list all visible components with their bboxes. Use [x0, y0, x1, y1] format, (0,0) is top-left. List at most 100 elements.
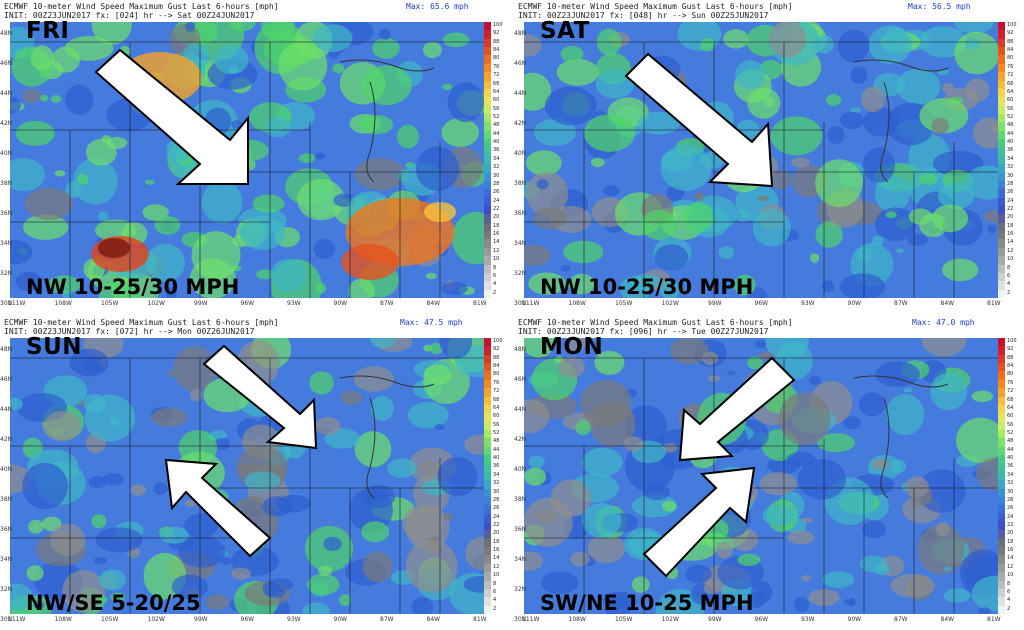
legend-level-label: 76 — [493, 379, 500, 386]
latitude-label: 48N — [0, 30, 13, 37]
legend-level-label: 88 — [1007, 354, 1014, 361]
latitude-label: 36N — [514, 526, 527, 533]
longitude-label: 105W — [101, 300, 119, 307]
legend-level-label: 32 — [1007, 480, 1014, 487]
wind-arrow-se-icon — [202, 344, 318, 450]
longitude-label: 105W — [615, 300, 633, 307]
longitude-label: 93W — [287, 616, 301, 623]
legend-level-label: 80 — [493, 371, 500, 378]
legend-swatch — [484, 421, 491, 431]
legend-swatch — [484, 139, 491, 148]
legend-swatch — [484, 197, 491, 207]
legend-swatch — [484, 354, 491, 364]
legend-swatch — [484, 605, 491, 615]
legend-swatch — [484, 88, 491, 98]
legend-swatch — [998, 363, 1005, 372]
legend-level-label: 100 — [1007, 22, 1017, 28]
longitude-label: 96W — [754, 300, 769, 307]
legend-swatch — [484, 122, 491, 132]
color-scale: 100 92 88 84 80 76 72 68 64 60 56 52 48 44 40 36 34 32 30 2… — [998, 22, 1020, 299]
longitude-label: 93W — [287, 300, 301, 307]
legend-swatch — [484, 496, 491, 506]
longitude-label: 84W — [426, 616, 441, 623]
longitude-label: 102W — [147, 616, 165, 623]
latitude-label: 38N — [514, 496, 527, 503]
legend-swatch — [998, 396, 1005, 406]
legend-level-label: 20 — [493, 530, 500, 537]
latitude-label: 42N — [514, 436, 527, 443]
legend-level-label: 6 — [493, 588, 497, 595]
map-graphic — [524, 338, 998, 614]
legend-level-label: 100 — [493, 338, 503, 344]
legend-swatch — [484, 63, 491, 73]
longitude-label: 90W — [333, 616, 348, 623]
longitude-label: 81W — [987, 616, 1001, 623]
legend-swatch — [998, 547, 1005, 556]
legend-swatch — [998, 513, 1005, 523]
legend-swatch — [484, 256, 491, 266]
latitude-label: 42N — [514, 120, 527, 127]
legend-swatch — [998, 256, 1005, 266]
legend-level-label: 8 — [493, 580, 497, 587]
day-label: SAT — [540, 18, 590, 44]
legend-swatch — [998, 180, 1005, 190]
longitude-label: 87W — [894, 300, 908, 307]
legend-level-label: 84 — [1007, 47, 1014, 54]
legend-swatch — [998, 496, 1005, 506]
legend-swatch — [484, 172, 491, 182]
legend-swatch — [998, 122, 1005, 132]
latitude-label: 32N — [514, 586, 527, 593]
day-label: FRI — [26, 18, 70, 44]
latitude-label: 30N — [514, 616, 527, 623]
legend-swatch — [998, 206, 1005, 215]
legend-swatch — [484, 72, 491, 82]
legend-level-label: 22 — [1007, 522, 1014, 528]
longitude-label: 90W — [333, 300, 348, 307]
legend-level-label: 64 — [493, 404, 500, 411]
legend-level-label: 24 — [1007, 513, 1014, 520]
longitude-label: 99W — [708, 300, 722, 307]
legend-level-label: 4 — [1007, 597, 1011, 604]
legend-swatch — [484, 446, 491, 456]
legend-level-label: 56 — [1007, 421, 1014, 428]
legend-level-label: 92 — [493, 346, 500, 353]
longitude-label: 90W — [847, 616, 862, 623]
legend-swatch — [998, 97, 1005, 107]
wind-gust-map — [524, 338, 998, 614]
legend-level-label: 12 — [1007, 563, 1014, 570]
wind-forecast-label: NW 10-25/30 MPH — [540, 275, 754, 299]
latitude-label: 42N — [0, 436, 13, 443]
longitude-label: 99W — [708, 616, 722, 623]
legend-level-label: 18 — [493, 222, 500, 229]
legend-swatch — [998, 338, 1005, 347]
legend-level-label: 64 — [1007, 88, 1014, 95]
legend-swatch — [998, 105, 1005, 115]
legend-level-label: 36 — [493, 463, 500, 470]
legend-swatch — [484, 379, 491, 389]
legend-level-label: 56 — [493, 421, 500, 428]
legend-swatch — [998, 197, 1005, 207]
legend-level-label: 24 — [493, 513, 500, 520]
legend-swatch — [484, 130, 491, 140]
header-init: INIT: 00Z23JUN2017 fx: [024] hr --> Sat … — [4, 11, 255, 20]
legend-level-label: 68 — [493, 396, 500, 403]
longitude-label: 96W — [240, 300, 255, 307]
legend-swatch — [998, 189, 1005, 199]
legend-level-label: 52 — [493, 114, 500, 120]
legend-swatch — [998, 38, 1005, 48]
legend-level-label: 92 — [493, 30, 500, 37]
latitude-label: 34N — [514, 556, 527, 563]
forecast-panel-sat: ECMWF 10-meter Wind Speed Maximum Gust L… — [514, 0, 1024, 313]
legend-swatch — [484, 222, 491, 232]
legend-swatch — [998, 264, 1005, 274]
legend-swatch — [998, 522, 1005, 531]
latitude-label: 48N — [0, 346, 13, 353]
legend-swatch — [998, 231, 1005, 240]
legend-level-label: 80 — [1007, 371, 1014, 378]
legend-swatch — [484, 547, 491, 556]
legend-swatch — [484, 404, 491, 414]
legend-level-label: 10 — [1007, 572, 1014, 579]
legend-level-label: 60 — [1007, 97, 1014, 104]
legend-swatch — [484, 580, 491, 590]
legend-swatch — [484, 438, 491, 448]
